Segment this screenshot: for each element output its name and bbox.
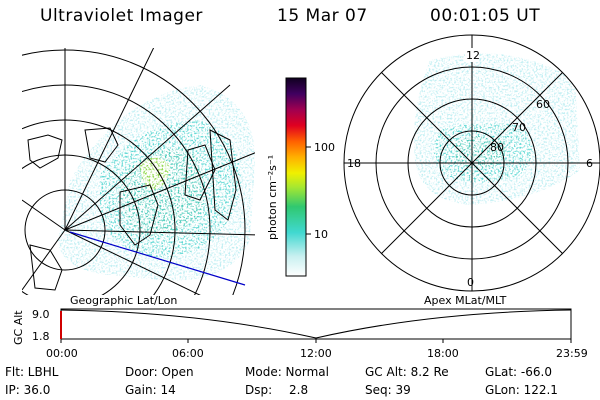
gcalt-label: GC Alt: 8.2 Re: [365, 365, 449, 379]
glat-label: GLat: -66.0: [485, 365, 552, 379]
date-label: 15 Mar 07: [277, 6, 368, 26]
glon-label: GLon: 122.1: [485, 383, 558, 397]
seq-label: Seq: 39: [365, 383, 411, 397]
instrument-title: Ultraviolet Imager: [40, 6, 203, 26]
polar-label-12: 12: [466, 49, 480, 62]
coastline: [27, 127, 237, 291]
polar-plot-panel: 12 0 18 6 60 70 80: [343, 34, 600, 292]
ip-label: IP: 36.0: [5, 383, 51, 397]
flt-label: Flt: LBHL: [5, 365, 59, 379]
polar-label-0: 0: [467, 276, 474, 289]
ring-label-80: 80: [490, 141, 504, 154]
timeline-y-bottom: 1.8: [32, 330, 50, 343]
x-tick-0: 00:00: [46, 347, 78, 360]
door-label: Door: Open: [125, 365, 194, 379]
ring-label-70: 70: [512, 121, 526, 134]
ring-label-60: 60: [536, 98, 550, 111]
terminator-line: [69, 231, 246, 286]
altitude-curve: [60, 309, 572, 339]
timeline-ylabel: GC Alt: [12, 310, 25, 345]
timeline-y-top: 9.0: [32, 308, 50, 321]
colorbar: 100 10 photon cm⁻²s⁻¹: [266, 77, 335, 277]
colorbar-unit-label: photon cm⁻²s⁻¹: [266, 155, 279, 240]
altitude-timeline: GC Alt 9.0 1.8 00:00 06:00 12:00 18:00 2…: [12, 308, 588, 360]
x-tick-3: 18:00: [427, 347, 459, 360]
aurora-image-right: [414, 53, 580, 206]
dsp-value: 2.8: [289, 383, 309, 397]
longitude-lines: [22, 48, 255, 295]
x-tick-1: 06:00: [172, 347, 204, 360]
right-panel-caption: Apex MLat/MLT: [424, 294, 507, 307]
colorbar-tick-10: 10: [314, 228, 328, 241]
aurora-image-left: [58, 85, 255, 281]
gain-label: Gain: 14: [125, 383, 176, 397]
polar-label-18: 18: [347, 157, 361, 170]
dsp-label: Dsp:: [245, 383, 273, 397]
time-label: 00:01:05 UT: [430, 6, 541, 26]
left-panel-caption: Geographic Lat/Lon: [70, 294, 177, 307]
x-tick-4: 23:59: [556, 347, 588, 360]
mode-label: Mode: Normal: [245, 365, 329, 379]
x-tick-2: 12:00: [300, 347, 332, 360]
colorbar-tick-100: 100: [314, 141, 335, 154]
polar-label-6: 6: [586, 157, 593, 170]
geographic-map-panel: [22, 48, 255, 295]
